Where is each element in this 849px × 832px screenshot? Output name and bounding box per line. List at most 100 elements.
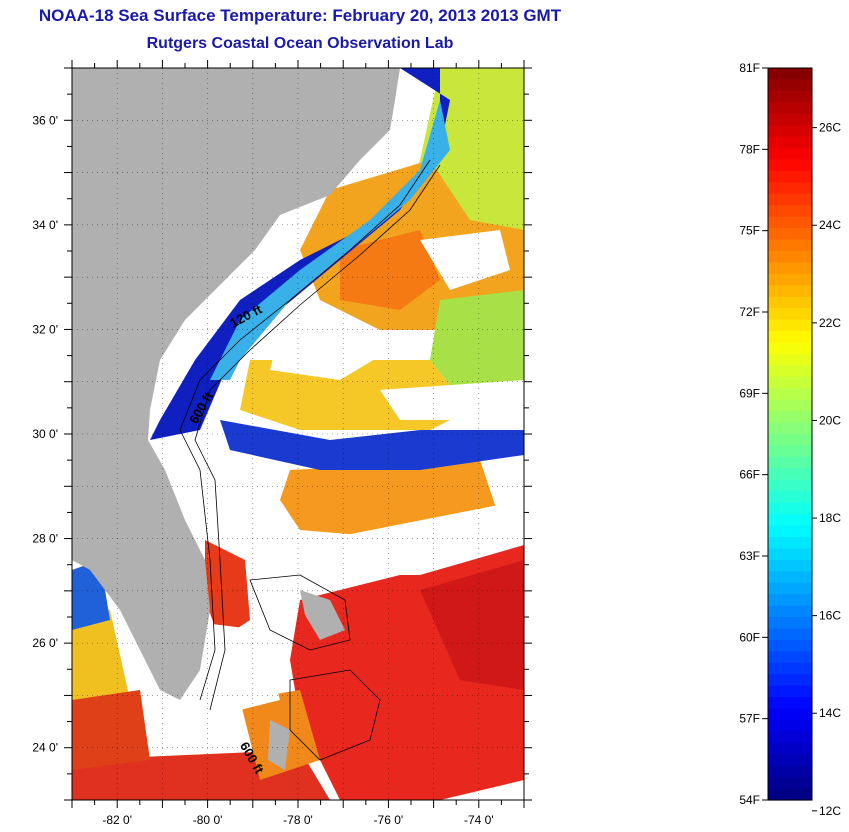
cloud-patch-3 bbox=[320, 500, 524, 575]
colorbar-band bbox=[768, 479, 812, 492]
colorbar-label-f: 81F bbox=[739, 61, 760, 75]
colorbar-band bbox=[768, 697, 812, 710]
map-axis-ticks: -82 0' -80 0' -78 0' -76 0' -74 0' 36 0' 34 0'… bbox=[32, 60, 532, 827]
colorbar-label-f: 66F bbox=[739, 468, 760, 482]
colorbar-band bbox=[768, 399, 812, 412]
colorbar-band bbox=[768, 571, 812, 584]
colorbar-band bbox=[768, 742, 812, 755]
lat-tick-label: 32 0' bbox=[32, 322, 58, 336]
colorbar-band bbox=[768, 651, 812, 664]
colorbar-band bbox=[768, 502, 812, 515]
colorbar-band bbox=[768, 422, 812, 435]
colorbar-band bbox=[768, 685, 812, 698]
sst-deep-red bbox=[420, 560, 524, 690]
colorbar-band bbox=[768, 582, 812, 595]
colorbar-band bbox=[768, 445, 812, 458]
cloud-patch-1 bbox=[270, 320, 390, 380]
colorbar-band bbox=[768, 639, 812, 652]
colorbar-band bbox=[768, 388, 812, 401]
colorbar-label-f: 60F bbox=[739, 630, 760, 644]
sst-coastal-cyan bbox=[210, 100, 450, 380]
land-andros bbox=[268, 720, 290, 770]
lat-tick-label: 30 0' bbox=[32, 427, 58, 441]
lon-tick-label: -78 0' bbox=[283, 813, 313, 827]
lon-tick-label: -74 0' bbox=[464, 813, 494, 827]
lat-tick-label: 34 0' bbox=[32, 218, 58, 232]
colorbar-band bbox=[768, 662, 812, 675]
colorbar-band bbox=[768, 308, 812, 321]
sst-gulf-west-yellow bbox=[72, 600, 130, 720]
colorbar-band bbox=[768, 548, 812, 561]
colorbar-band bbox=[768, 719, 812, 732]
colorbar-band bbox=[768, 296, 812, 309]
colorbar-band bbox=[768, 525, 812, 538]
cloud-patch-2 bbox=[420, 230, 510, 290]
sst-map: -82 0' -80 0' -78 0' -76 0' -74 0' 36 0' 34 0'… bbox=[32, 60, 532, 827]
colorbar-label-f: 63F bbox=[739, 549, 760, 563]
lat-tick-label: 36 0' bbox=[32, 113, 58, 127]
colorbar-band bbox=[768, 205, 812, 218]
colorbar-band bbox=[768, 594, 812, 607]
colorbar-label-f: 75F bbox=[739, 224, 760, 238]
colorbar-frame bbox=[767, 67, 813, 801]
colorbar-label-c: 22C bbox=[819, 316, 841, 330]
lat-tick-label: 28 0' bbox=[32, 532, 58, 546]
colorbar-label-f: 78F bbox=[739, 142, 760, 156]
colorbar-band bbox=[768, 193, 812, 206]
colorbar-band bbox=[768, 456, 812, 469]
land-bahamas bbox=[300, 590, 345, 640]
colorbar-band bbox=[768, 216, 812, 229]
colorbar-band bbox=[768, 754, 812, 767]
colorbar-band bbox=[768, 617, 812, 630]
contour-bahamas bbox=[249, 574, 381, 761]
sst-florida-straits-red bbox=[205, 540, 250, 640]
sst-cold-filament bbox=[220, 420, 524, 470]
colorbar-label-c: 24C bbox=[819, 218, 841, 232]
colorbar-band bbox=[768, 331, 812, 344]
colorbar-band bbox=[768, 170, 812, 183]
colorbar-label-c: 20C bbox=[819, 413, 841, 427]
sst-coastal-cold-blue bbox=[150, 68, 450, 440]
colorbar-label-c: 14C bbox=[819, 706, 841, 720]
lat-tick-label: 24 0' bbox=[32, 741, 58, 755]
colorbar-band bbox=[768, 605, 812, 618]
colorbar-band bbox=[768, 342, 812, 355]
colorbar-band bbox=[768, 777, 812, 790]
colorbar-band bbox=[768, 102, 812, 115]
map-title: NOAA-18 Sea Surface Temperature: Februar… bbox=[38, 6, 562, 25]
colorbar-band bbox=[768, 765, 812, 778]
colorbar-label-c: 26C bbox=[819, 121, 841, 135]
colorbar-band bbox=[768, 559, 812, 572]
colorbar-band bbox=[768, 125, 812, 138]
lon-tick-label: -76 0' bbox=[374, 813, 404, 827]
colorbar-band bbox=[768, 468, 812, 481]
colorbar-band bbox=[768, 411, 812, 424]
colorbar-band bbox=[768, 434, 812, 447]
colorbar-band bbox=[768, 251, 812, 264]
colorbar-band bbox=[768, 113, 812, 126]
colorbar-band bbox=[768, 536, 812, 549]
colorbar-band bbox=[768, 376, 812, 389]
temperature-colorbar: 81F 78F 75F 72F 69F 66F 63F 60F 57F 54F 26C 24C 22C 2… bbox=[739, 61, 841, 818]
colorbar-band bbox=[768, 514, 812, 527]
colorbar-band bbox=[768, 319, 812, 332]
colorbar-label-c: 12C bbox=[819, 804, 841, 818]
colorbar-label-f: 57F bbox=[739, 712, 760, 726]
colorbar-label-f: 72F bbox=[739, 305, 760, 319]
colorbar-band bbox=[768, 228, 812, 241]
colorbar-label-f: 69F bbox=[739, 386, 760, 400]
lon-tick-label: -82 0' bbox=[102, 813, 132, 827]
colorbar-band bbox=[768, 68, 812, 81]
land-southeast-us bbox=[72, 68, 400, 700]
lat-tick-label: 26 0' bbox=[32, 636, 58, 650]
colorbar-band bbox=[768, 674, 812, 687]
colorbar-band bbox=[768, 148, 812, 161]
colorbar-band bbox=[768, 353, 812, 366]
colorbar-band bbox=[768, 90, 812, 103]
colorbar-band bbox=[768, 628, 812, 641]
colorbar-band bbox=[768, 788, 812, 801]
colorbar-band bbox=[768, 365, 812, 378]
colorbar-band bbox=[768, 491, 812, 504]
contour-120ft bbox=[179, 159, 431, 701]
colorbar-band bbox=[768, 708, 812, 721]
